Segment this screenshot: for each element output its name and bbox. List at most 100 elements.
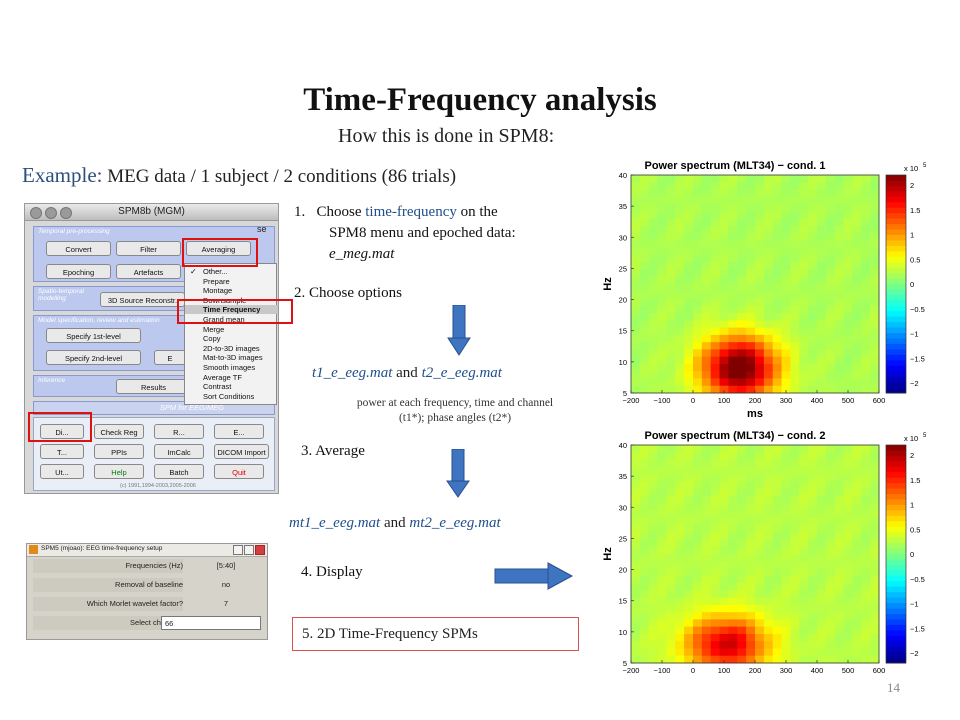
heatmap-cell xyxy=(728,378,738,387)
heatmap-cell xyxy=(755,385,765,394)
heatmap-cell xyxy=(728,481,738,490)
heatmap-cell xyxy=(701,546,712,555)
estimate-button[interactable]: E xyxy=(154,350,186,365)
heatmap-cell xyxy=(825,641,836,649)
heatmap-cell xyxy=(693,532,703,540)
heatmap-cell xyxy=(825,363,836,372)
colorbar-segment xyxy=(886,234,906,241)
display-button[interactable]: Di... xyxy=(40,424,84,439)
heatmap-cell xyxy=(781,648,791,657)
menu-item-smooth-images[interactable]: Smooth images xyxy=(203,363,256,372)
specify-2nd-level-button[interactable]: Specify 2nd-level xyxy=(46,350,141,365)
filter-button[interactable]: Filter xyxy=(116,241,181,256)
heatmap-cell xyxy=(631,342,641,350)
help-button[interactable]: Help xyxy=(94,464,144,479)
heatmap-cell xyxy=(675,371,685,379)
heatmap-cell xyxy=(719,291,729,300)
menu-item-time-frequency[interactable]: Time Frequency xyxy=(185,305,278,315)
heatmap-cell xyxy=(631,546,641,555)
heatmap-cell xyxy=(657,575,667,584)
heatmap-cell xyxy=(746,284,756,292)
e-menu-button[interactable]: E... xyxy=(214,424,264,439)
heatmap-cell xyxy=(852,459,862,468)
results-button[interactable]: Results xyxy=(116,379,191,394)
heatmap-cell xyxy=(755,298,765,307)
imcalc-button[interactable]: ImCalc xyxy=(154,444,204,459)
menu-item-copy[interactable]: Copy xyxy=(203,334,221,344)
close-window-icon[interactable] xyxy=(30,207,42,219)
averaging-button[interactable]: Averaging xyxy=(186,241,251,256)
heatmap-cell xyxy=(781,561,791,570)
heatmap-cell xyxy=(852,356,862,365)
maximize-icon[interactable] xyxy=(244,545,254,555)
heatmap-cell xyxy=(737,539,747,548)
heatmap-cell xyxy=(852,284,862,292)
r-menu-button[interactable]: R... xyxy=(154,424,204,439)
heatmap-cell xyxy=(870,452,880,461)
menu-item-other[interactable]: Other... xyxy=(203,267,228,276)
heatmap-cell xyxy=(719,385,729,394)
utilities-button[interactable]: Ut... xyxy=(40,464,84,479)
ppis-button[interactable]: PPIs xyxy=(94,444,144,459)
heatmap-cell xyxy=(693,254,703,263)
heatmap-cell xyxy=(728,474,738,482)
heatmap-cell xyxy=(763,524,774,533)
minimize-icon[interactable] xyxy=(233,545,243,555)
menu-item-merge[interactable]: Merge xyxy=(203,324,225,334)
colorbar-segment xyxy=(886,548,906,555)
matlab-icon xyxy=(29,545,38,554)
menu-item-sort-conditions[interactable]: Sort Conditions xyxy=(203,391,255,401)
select-channels-input[interactable]: 66 xyxy=(161,616,261,630)
heatmap-cell xyxy=(666,218,676,227)
menu-item-contrast[interactable]: Contrast xyxy=(203,382,232,392)
heatmap-cell xyxy=(719,641,729,649)
menu-item-montage[interactable]: Montage xyxy=(203,286,233,296)
heatmap-cell xyxy=(852,641,862,649)
heatmap-cell xyxy=(737,254,747,263)
check-reg-button[interactable]: Check Reg xyxy=(94,424,144,439)
source-reconstruction-button[interactable]: 3D Source Reconstr. xyxy=(100,292,185,307)
heatmap-cell xyxy=(666,363,676,372)
heatmap-cell xyxy=(799,240,809,249)
heatmap-cell xyxy=(675,334,685,343)
convert-button[interactable]: Convert xyxy=(46,241,111,256)
step-1-number: 1. xyxy=(294,204,306,220)
menu-item-2d-to-3d-images[interactable]: 2D-to-3D images xyxy=(203,343,260,353)
menu-item-grand-mean[interactable]: Grand mean xyxy=(203,315,245,324)
dicom-import-button[interactable]: DICOM Import xyxy=(214,444,269,459)
heatmap-cell xyxy=(728,532,738,540)
t-menu-button[interactable]: T... xyxy=(40,444,84,459)
batch-button[interactable]: Batch xyxy=(154,464,204,479)
heatmap-cell xyxy=(684,452,694,461)
colorbar-segment xyxy=(886,554,906,560)
specify-1st-level-button[interactable]: Specify 1st-level xyxy=(46,328,141,343)
minimize-window-icon[interactable] xyxy=(45,207,57,219)
quit-button[interactable]: Quit xyxy=(214,464,264,479)
heatmap-cell xyxy=(790,539,800,548)
heatmap-cell xyxy=(648,313,659,321)
heatmap-cell xyxy=(755,517,765,526)
heatmap-cell xyxy=(852,378,862,387)
artefacts-button[interactable]: Artefacts xyxy=(116,264,181,279)
close-icon[interactable] xyxy=(255,545,265,555)
epoching-button[interactable]: Epoching xyxy=(46,264,111,279)
heatmap-cell xyxy=(657,371,667,379)
menu-item-average-tf[interactable]: Average TF xyxy=(203,372,242,382)
heatmap-cell xyxy=(693,233,703,241)
heatmap-cell xyxy=(746,269,756,278)
step-4: 4. Display xyxy=(301,564,363,580)
x-tick-label: 300 xyxy=(780,666,793,675)
heatmap-cell xyxy=(657,539,667,548)
heatmap-cell xyxy=(852,561,862,570)
heatmap-cell xyxy=(870,539,880,548)
heatmap-cell xyxy=(834,269,845,278)
heatmap-cell xyxy=(781,269,791,278)
heatmap-cell xyxy=(817,276,827,285)
zoom-window-icon[interactable] xyxy=(60,207,72,219)
heatmap-cell xyxy=(737,517,747,526)
heatmap-cell xyxy=(639,575,650,584)
menu-item-prepare[interactable]: Prepare xyxy=(203,276,230,286)
heatmap-cell xyxy=(631,481,641,490)
heatmap-cell xyxy=(648,371,659,379)
menu-item-mat-to-3d-images[interactable]: Mat-to-3D images xyxy=(203,353,263,363)
